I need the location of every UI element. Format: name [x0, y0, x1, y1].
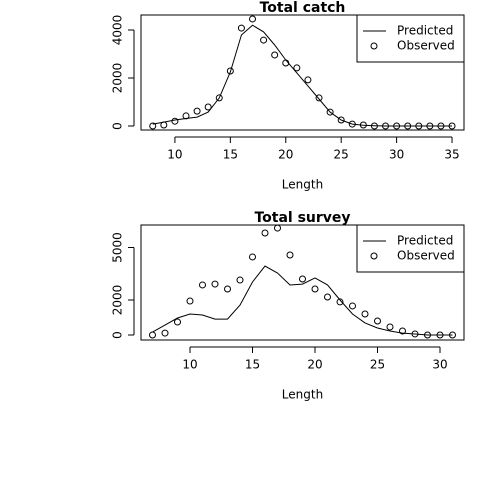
legend-box	[356, 224, 465, 273]
chart-title: Total survey	[254, 210, 350, 226]
predicted-line	[152, 265, 453, 336]
observed-point	[204, 103, 212, 111]
observed-point	[436, 331, 444, 339]
x-tick-label: 20	[278, 148, 293, 162]
x-tick-label: 30	[432, 358, 447, 372]
observed-point	[449, 331, 456, 339]
observed-point	[386, 323, 394, 331]
observed-point	[348, 120, 356, 128]
observed-point	[236, 276, 244, 284]
observed-point	[249, 253, 256, 261]
legend-label: Predicted	[397, 234, 453, 248]
observed-point	[293, 64, 301, 72]
observed-point	[404, 122, 412, 130]
observed-point	[336, 298, 344, 306]
observed-point	[186, 297, 194, 305]
x-tick-label: 10	[182, 358, 197, 372]
legend-label: Observed	[397, 249, 455, 263]
y-tick-label: 4000	[111, 15, 125, 46]
observed-point	[199, 281, 206, 289]
y-tick-label: 5000	[111, 232, 125, 263]
observed-point	[249, 15, 257, 23]
observed-point	[261, 229, 269, 237]
y-tick-label: 2000	[111, 285, 125, 316]
observed-point	[282, 59, 290, 67]
x-axis-label: Length	[282, 388, 323, 402]
observed-point	[215, 94, 223, 102]
observed-point	[224, 285, 231, 293]
x-tick-label: 20	[307, 358, 322, 372]
x-tick-label: 25	[334, 148, 349, 162]
legend-point	[370, 42, 378, 50]
observed-point	[324, 293, 331, 301]
legend-label: Observed	[397, 39, 455, 53]
observed-point	[149, 122, 157, 130]
observed-point	[437, 122, 445, 130]
observed-point	[399, 327, 406, 335]
y-tick-label: 0	[111, 331, 125, 339]
x-tick-label: 10	[167, 148, 182, 162]
observed-point	[226, 67, 234, 75]
y-tick-label: 0	[111, 122, 125, 130]
observed-point	[299, 275, 306, 283]
observed-point	[311, 285, 319, 293]
x-axis-label: Length	[282, 178, 323, 192]
x-tick-label: 15	[245, 358, 260, 372]
x-tick-label: 25	[370, 358, 385, 372]
plot-frame	[140, 14, 465, 131]
x-tick-label: 15	[223, 148, 238, 162]
x-tick-label: 30	[389, 148, 404, 162]
observed-point	[171, 117, 179, 125]
chart-title: Total catch	[260, 0, 346, 16]
observed-point	[315, 94, 323, 102]
legend-label: Predicted	[397, 24, 453, 38]
observed-point	[411, 330, 419, 338]
observed-point	[182, 112, 190, 120]
observed-point	[286, 251, 294, 259]
observed-point	[382, 122, 390, 130]
observed-point	[274, 224, 281, 232]
observed-point	[374, 317, 381, 325]
observed-point	[326, 108, 334, 116]
legend-point	[370, 252, 378, 260]
observed-point	[160, 121, 168, 129]
observed-point	[361, 310, 369, 318]
observed-point	[271, 51, 279, 59]
observed-point	[349, 302, 356, 310]
observed-point	[424, 331, 431, 339]
observed-point	[370, 122, 378, 130]
observed-point	[260, 36, 268, 44]
observed-point	[415, 122, 423, 130]
observed-point	[359, 121, 367, 129]
predicted-line	[152, 24, 453, 127]
observed-point	[149, 331, 156, 339]
x-tick-label: 35	[444, 148, 459, 162]
observed-point	[337, 116, 345, 124]
observed-point	[448, 122, 456, 130]
observed-point	[174, 318, 181, 326]
plot-frame	[140, 224, 465, 341]
legend-box	[356, 14, 465, 63]
observed-point	[211, 280, 219, 288]
observed-point	[426, 122, 434, 130]
observed-point	[304, 76, 312, 84]
observed-point	[393, 122, 401, 130]
y-tick-label: 2000	[111, 63, 125, 94]
observed-point	[237, 24, 245, 32]
observed-point	[193, 107, 201, 115]
observed-point	[161, 329, 169, 337]
